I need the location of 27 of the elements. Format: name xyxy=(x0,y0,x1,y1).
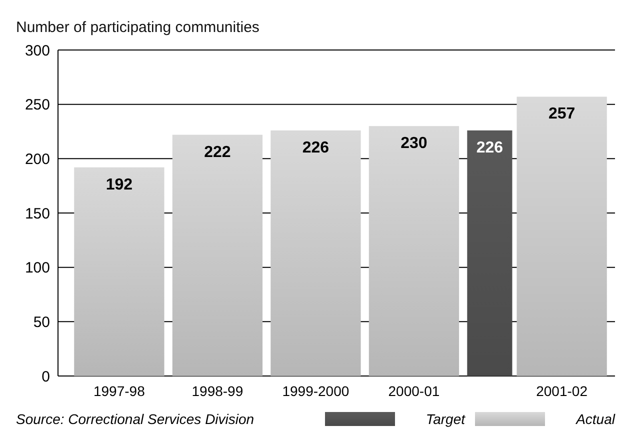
x-tick-label: 1997-98 xyxy=(93,383,146,399)
y-tick-label: 50 xyxy=(33,314,50,331)
y-tick-label: 150 xyxy=(24,205,50,222)
bar xyxy=(467,130,512,376)
x-tick-label: 1999-2000 xyxy=(282,383,350,399)
y-tick-label: 300 xyxy=(24,42,50,60)
y-tick-label: 0 xyxy=(42,368,50,386)
x-tick-label: 2000-01 xyxy=(388,383,440,399)
bar xyxy=(368,126,460,376)
data-label: 226 xyxy=(302,139,330,156)
x-tick-label: 1998-99 xyxy=(192,383,244,399)
y-tick-label: 100 xyxy=(24,260,50,277)
data-label: 230 xyxy=(400,135,428,152)
bar xyxy=(172,134,263,376)
bar xyxy=(74,167,164,376)
y-tick-label: 200 xyxy=(24,150,50,168)
x-tick-label: 2001-02 xyxy=(536,383,588,399)
source-note: Source: Correctional Services Division xyxy=(16,411,254,427)
legend-label: Target xyxy=(426,411,466,427)
bar xyxy=(270,130,361,376)
data-label: 222 xyxy=(204,144,231,161)
y-axis-title: Number of participating communities xyxy=(16,19,260,36)
data-label: 192 xyxy=(106,176,133,194)
data-label: 226 xyxy=(476,139,504,156)
data-label: 257 xyxy=(548,106,576,123)
y-tick-label: 250 xyxy=(24,96,50,114)
legend-label: Actual xyxy=(575,411,616,427)
